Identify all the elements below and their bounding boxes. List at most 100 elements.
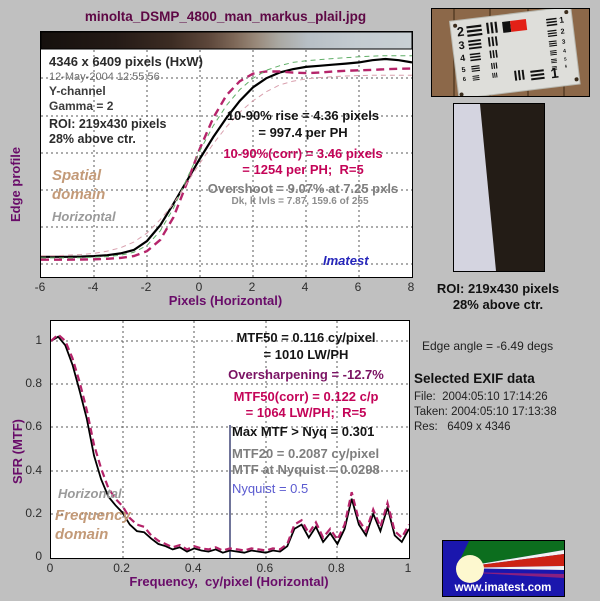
mtf20-annotation: MTF20 = 0.2087 cy/pixel (232, 446, 380, 461)
roi-highlight (509, 19, 528, 32)
mtf-x-axis-label: Frequency, cy/pixel (Horizontal) (129, 574, 329, 589)
x-tick-label: 4 (301, 280, 309, 294)
test-pattern-bar (471, 67, 480, 70)
roi-size-text: ROI: 219x430 pixels (49, 117, 167, 131)
test-pattern-bar (494, 21, 498, 33)
overshoot-annotation: Overshoot = 9.07% at 7.25 pxls (207, 181, 399, 196)
gamma-text: Gamma = 2 (49, 99, 114, 113)
y-tick-label: 0.8 (25, 376, 42, 391)
edge-profile-chart (40, 31, 413, 277)
test-pattern-bar (521, 69, 525, 80)
edge-orientation-label: Horizontal (52, 209, 116, 224)
x-tick-label: 0 (195, 280, 203, 294)
max-mtf-annotation: Max MTF > Nyq = 0.301 (232, 424, 375, 439)
edge-gradient-bar (40, 31, 413, 50)
test-chart-digit: 3 (458, 40, 466, 53)
test-pattern-bar (517, 70, 521, 81)
frequency-domain-label: Frequency domain (55, 507, 131, 543)
test-pattern-bar (547, 32, 557, 35)
x-tick-label: 2 (248, 280, 256, 294)
roi-source-bar (502, 21, 512, 33)
test-pattern-bar (551, 61, 558, 64)
x-tick-label: 0.2 (113, 561, 130, 575)
test-chart-digit: 2 (456, 24, 465, 40)
y-tick-label: 1 (35, 333, 42, 347)
test-pattern-bar (468, 39, 481, 43)
test-chart-digit: 6 (565, 63, 569, 68)
test-pattern-bar (549, 44, 558, 47)
test-pattern-bar (468, 42, 482, 47)
test-pattern-bar (471, 69, 481, 72)
imatest-logo-image: www.imatest.com (443, 541, 564, 596)
test-chart-digit: 6 (462, 77, 467, 83)
rise-annotation-1: 10-90% rise = 4.36 pixels (226, 108, 380, 123)
test-pattern-bar (530, 73, 545, 77)
test-pattern-bar (552, 67, 558, 69)
test-pattern-bar (466, 24, 482, 29)
mtf-y-tick-labels: 1 0.8 0.6 0.4 0.2 0 (14, 320, 46, 563)
test-pattern-bar (548, 40, 557, 43)
test-chart-digit: 4 (563, 48, 567, 54)
test-pattern-bar (547, 29, 557, 33)
x-tick-label: -2 (140, 280, 152, 294)
test-pattern-bar (470, 55, 481, 59)
x-tick-label: 0.8 (328, 561, 345, 575)
exif-file-line: File: 2004:05:10 17:14:26 (414, 391, 548, 403)
roi-crop-image (453, 103, 545, 272)
test-chart-digit: 1 (559, 14, 565, 25)
test-pattern-bar (494, 72, 496, 78)
test-pattern-bar (466, 28, 482, 33)
x-tick-label: 1 (404, 561, 412, 575)
page-title: minolta_DSMP_4800_man_markus_plail.jpg (84, 9, 367, 24)
test-pattern-bar (490, 22, 494, 34)
test-pattern-bar (546, 23, 558, 27)
test-pattern-bar (492, 50, 495, 59)
test-pattern-bar (495, 72, 498, 78)
moon-icon (456, 555, 484, 583)
x-tick-label: 0.4 (184, 561, 202, 575)
mtf50-corrected-annotation-1: MTF50(corr) = 0.122 c/p (233, 389, 379, 404)
test-pattern-bar (472, 76, 480, 79)
test-pattern-bar (468, 46, 482, 50)
test-chart-digit: 1 (550, 65, 560, 82)
test-pattern-bar (491, 36, 495, 47)
test-pattern-bar (551, 60, 557, 62)
test-pattern-bar (493, 62, 496, 69)
test-pattern-bar (545, 17, 557, 21)
image-size-text: 4346 x 6409 pixels (HxW) (49, 54, 203, 69)
rise-corrected-annotation-2: = 1254 per PH; R=5 (242, 162, 364, 177)
test-pattern-bar (467, 32, 483, 37)
curve-env_pink (41, 74, 412, 257)
x-tick-label: 8 (407, 280, 415, 294)
mtf-chart (50, 321, 410, 558)
rise-corrected-annotation-1: 10-90%(corr) = 3.46 pixels (223, 146, 383, 161)
roi-caption-position: 28% above ctr. (452, 297, 544, 312)
edge-x-axis-label: Pixels (Horizontal) (168, 293, 283, 308)
test-pattern-bar (548, 34, 558, 38)
curve-edge (41, 57, 413, 258)
imatest-logo: www.imatest.com (442, 540, 565, 597)
test-pattern-bar (486, 22, 490, 34)
imatest-brand-label: Imatest (323, 253, 369, 268)
roi-position-text: 28% above ctr. (49, 132, 136, 146)
y-tick-label: 0.2 (25, 505, 42, 520)
edge-profile-plot (40, 31, 413, 278)
test-pattern-bar (514, 70, 518, 81)
test-pattern-bar (530, 69, 544, 73)
curve-mtf (50, 335, 410, 554)
test-pattern-bar (494, 36, 498, 46)
test-chart-digit: 4 (460, 53, 467, 64)
test-pattern-bar (489, 50, 492, 59)
test-pattern-bar (550, 53, 558, 56)
levels-annotation: Dk, lt lvls = 7.87, 159.6 of 255 (231, 196, 369, 207)
y-tick-label: 0.4 (25, 462, 42, 477)
test-pattern-bar (472, 75, 480, 77)
test-pattern-bar (492, 72, 494, 78)
test-pattern-bar (549, 50, 557, 52)
x-tick-label: -4 (87, 280, 99, 294)
test-pattern-bar (548, 42, 557, 45)
curve-env_green (41, 55, 412, 259)
nyquist-annotation: Nyquist = 0.5 (232, 481, 309, 496)
test-pattern-bar (487, 37, 491, 47)
